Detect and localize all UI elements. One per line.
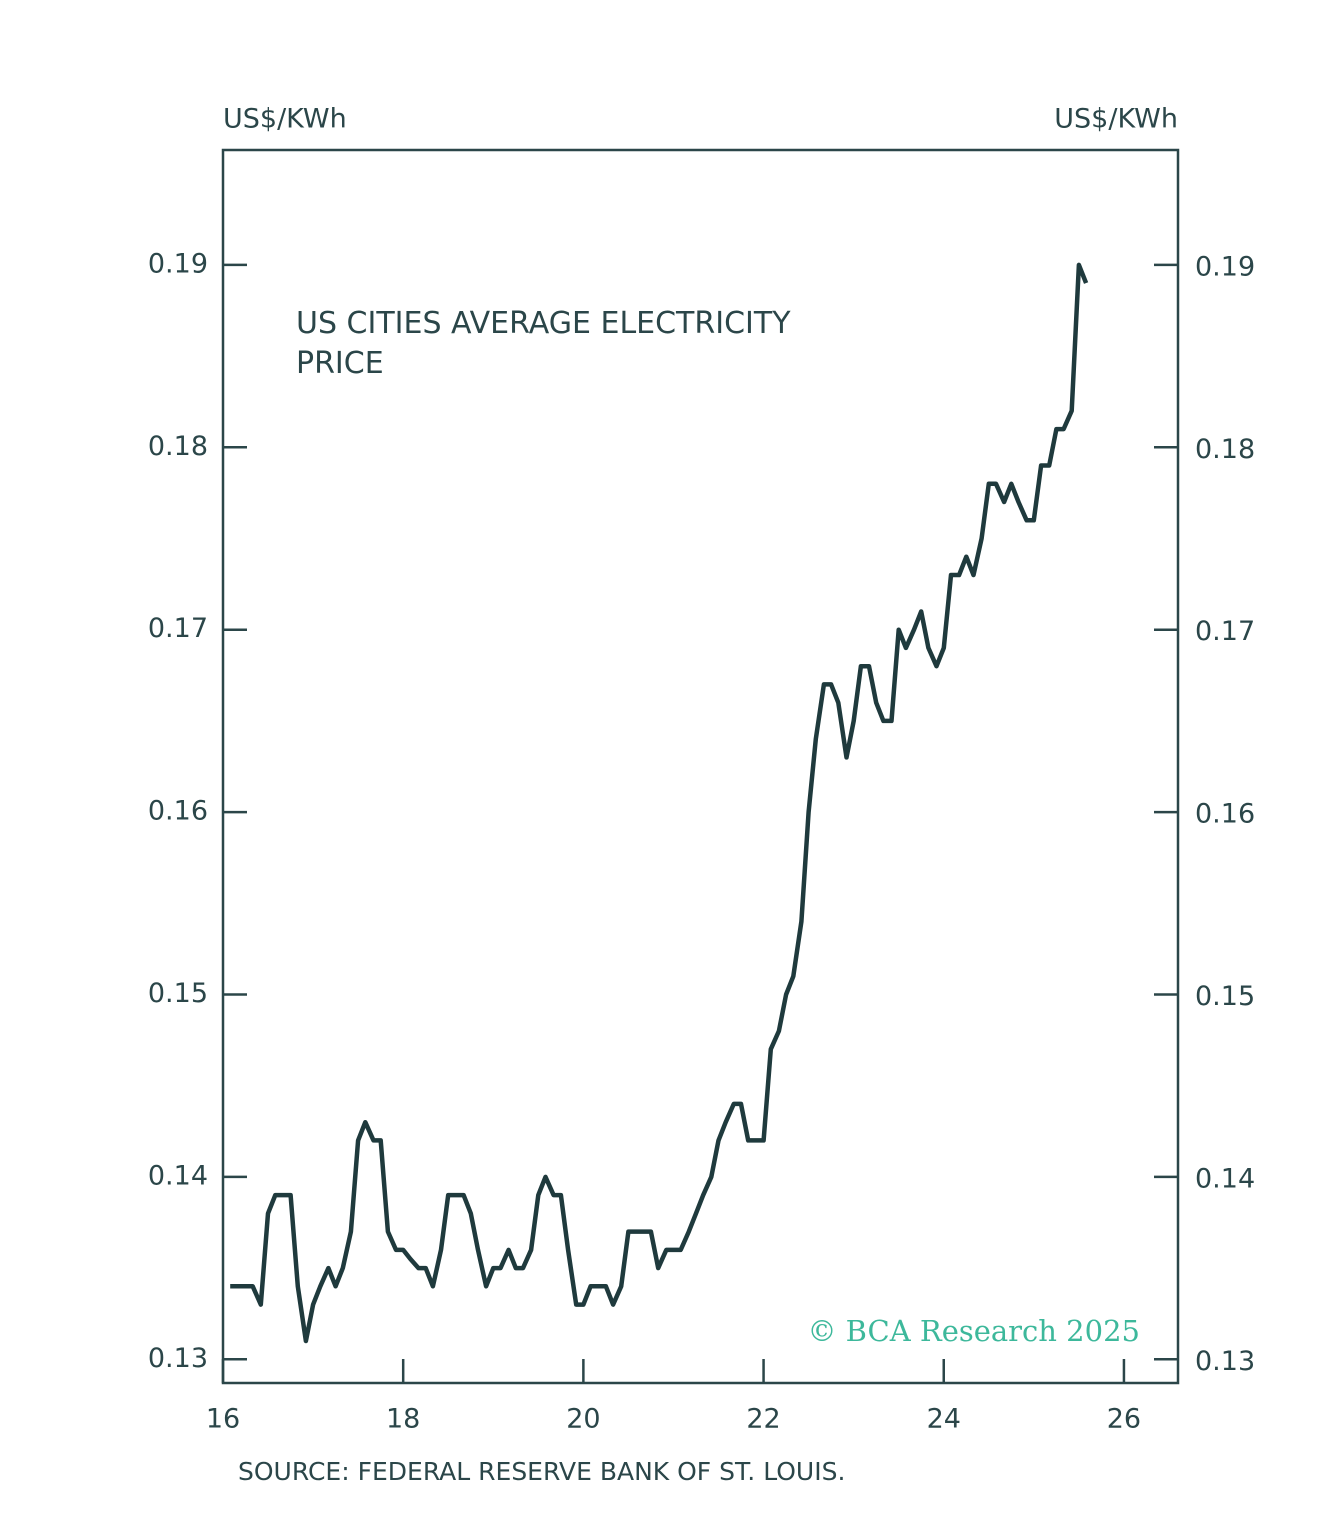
y-axis-label-left: US$/KWh	[223, 104, 347, 135]
y-tick-label-left: 0.15	[148, 978, 208, 1009]
y-tick-label-right: 0.13	[1195, 1346, 1255, 1377]
y-tick-label-left: 0.19	[148, 248, 208, 279]
y-tick-label-left: 0.14	[148, 1160, 208, 1191]
y-tick-label-right: 0.14	[1195, 1163, 1255, 1194]
y-tick-label-left: 0.17	[148, 613, 208, 644]
y-tick-label-right: 0.19	[1195, 251, 1255, 282]
line-series	[230, 262, 1089, 1344]
y-tick-label-left: 0.13	[148, 1343, 208, 1374]
x-tick-label: 22	[746, 1404, 780, 1435]
x-tick-label: 18	[386, 1404, 420, 1435]
credit: © BCA Research 2025	[807, 1314, 1140, 1348]
x-tick-label: 24	[927, 1404, 961, 1435]
y-axis-label-right: US$/KWh	[1054, 104, 1178, 135]
y-tick-label-left: 0.16	[148, 796, 208, 827]
source: SOURCE: FEDERAL RESERVE BANK OF ST. LOUI…	[238, 1457, 845, 1486]
y-tick-label-right: 0.15	[1195, 981, 1255, 1012]
x-tick-label: 26	[1107, 1404, 1141, 1435]
plot-frame	[221, 148, 1180, 1385]
y-tick-label-left: 0.18	[148, 431, 208, 462]
y-tick-label-right: 0.17	[1195, 616, 1255, 647]
y-tick-label-right: 0.16	[1195, 799, 1255, 830]
x-tick-label: 20	[566, 1404, 600, 1435]
x-tick-label: 16	[206, 1404, 240, 1435]
y-tick-label-right: 0.18	[1195, 434, 1255, 465]
annotation: US CITIES AVERAGE ELECTRICITY PRICE	[296, 306, 791, 381]
